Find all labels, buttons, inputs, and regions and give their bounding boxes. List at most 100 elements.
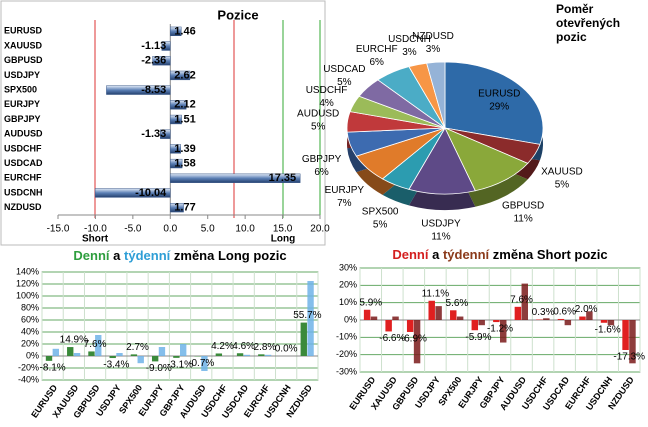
bar	[152, 56, 171, 66]
value-label: 2.7%	[126, 342, 149, 353]
bar	[392, 316, 399, 320]
value-label: 1.39	[174, 143, 195, 155]
pie-slice	[426, 61, 446, 129]
y-tick-label: 140%	[16, 266, 39, 276]
annotation: Short	[82, 234, 109, 245]
pie-label: EURJPY	[325, 185, 365, 196]
value-label: 1.58	[174, 157, 195, 169]
y-tick-label: -40%	[18, 374, 39, 384]
y-tick-label: -20%	[336, 349, 357, 359]
bar	[116, 353, 123, 356]
bar	[307, 281, 314, 356]
bar	[543, 318, 550, 320]
value-label: 7.6%	[84, 339, 107, 350]
pie-value-label: 7%	[337, 198, 352, 209]
bar	[456, 316, 464, 320]
pie-value-label: 11%	[431, 231, 450, 242]
category-label: EURUSD	[4, 26, 43, 36]
title-part: Denní	[392, 247, 429, 262]
title-part: týdenní	[124, 248, 171, 263]
y-tick-label: 20%	[21, 338, 39, 348]
value-label: 7.6%	[510, 294, 533, 305]
value-label: 0.3%	[532, 307, 555, 318]
bar	[73, 353, 81, 356]
bar	[564, 320, 572, 326]
bar	[151, 356, 159, 362]
bar	[622, 320, 629, 350]
value-label: 2.62	[174, 69, 195, 81]
bar	[370, 316, 378, 320]
y-tick-label: 60%	[21, 314, 39, 324]
category-label: USDCAD	[4, 158, 43, 168]
y-tick-label: 10%	[339, 297, 357, 307]
chart-title: Poměr otevřených pozic	[556, 2, 621, 44]
bar	[500, 320, 507, 343]
x-tick-label: 10.0	[235, 224, 255, 235]
value-label: -17.3%	[613, 352, 645, 363]
value-label: 14.9%	[60, 335, 88, 346]
category-label: USDJPY	[4, 70, 40, 80]
category-label: EURCHF	[4, 173, 42, 183]
bar	[557, 318, 565, 320]
value-label: -8.1%	[40, 363, 66, 374]
title-part: Denní	[73, 248, 110, 263]
value-label: -5.9%	[465, 332, 491, 343]
bar	[243, 354, 251, 356]
bar	[450, 310, 457, 320]
bar	[435, 306, 442, 320]
pie-value-label: 5%	[373, 219, 388, 230]
x-tick-label: 5.0	[201, 224, 215, 235]
value-label: -3.1%	[167, 360, 193, 371]
pie-slice	[408, 127, 476, 195]
value-label: -8.53	[141, 84, 166, 96]
x-tick-label: 20.0	[310, 224, 330, 235]
pie-label: EURCHF	[356, 44, 398, 55]
bar	[170, 26, 182, 37]
bar	[514, 306, 522, 320]
bar	[236, 353, 244, 356]
category-label: XAUUSD	[4, 40, 43, 50]
chart-title: Pozice	[217, 7, 258, 22]
bar	[493, 320, 500, 323]
value-label: -1.2%	[487, 324, 513, 335]
bar	[629, 320, 636, 364]
x-tick-label: -10.0	[84, 224, 107, 235]
bar	[471, 320, 479, 331]
value-label: 4.6%	[232, 341, 255, 352]
bar	[215, 353, 223, 356]
pie-label: NZDUSD	[412, 31, 454, 42]
category-label: GBPUSD	[4, 55, 43, 65]
bar	[109, 356, 116, 359]
bar	[521, 283, 528, 320]
category-label: GBPJPY	[4, 114, 41, 124]
pie-slice	[444, 61, 544, 145]
value-label: 5.9%	[359, 297, 382, 308]
bar	[264, 354, 272, 356]
bar	[170, 114, 182, 125]
bar	[130, 354, 138, 356]
chart-title: Denní a týdenní změna Short pozic	[392, 247, 607, 262]
pie-value-label: 3%	[402, 47, 417, 58]
pie-label: GBPJPY	[302, 154, 342, 165]
pie-value-label: 5%	[337, 77, 352, 88]
bar	[88, 351, 95, 356]
value-label: 5.6%	[446, 298, 469, 309]
pie-label: USDCNH	[388, 34, 431, 45]
value-label: -6.6%	[379, 333, 405, 344]
bar	[160, 129, 171, 139]
pie-value-label: 4%	[319, 98, 334, 109]
bar	[385, 320, 392, 332]
bar	[170, 70, 191, 81]
value-label: -3.4%	[103, 360, 129, 371]
y-tick-label: 30%	[339, 262, 357, 272]
title-part: a	[113, 248, 121, 263]
category-label: EURJPY	[4, 99, 40, 109]
bar	[137, 356, 144, 364]
bar	[363, 309, 371, 320]
title-part: změna Long pozic	[174, 248, 287, 263]
bar	[607, 320, 615, 326]
value-label: 4.2%	[211, 341, 234, 352]
bar	[161, 41, 171, 51]
bar	[52, 348, 59, 356]
pie-value-label: 5%	[555, 180, 570, 191]
